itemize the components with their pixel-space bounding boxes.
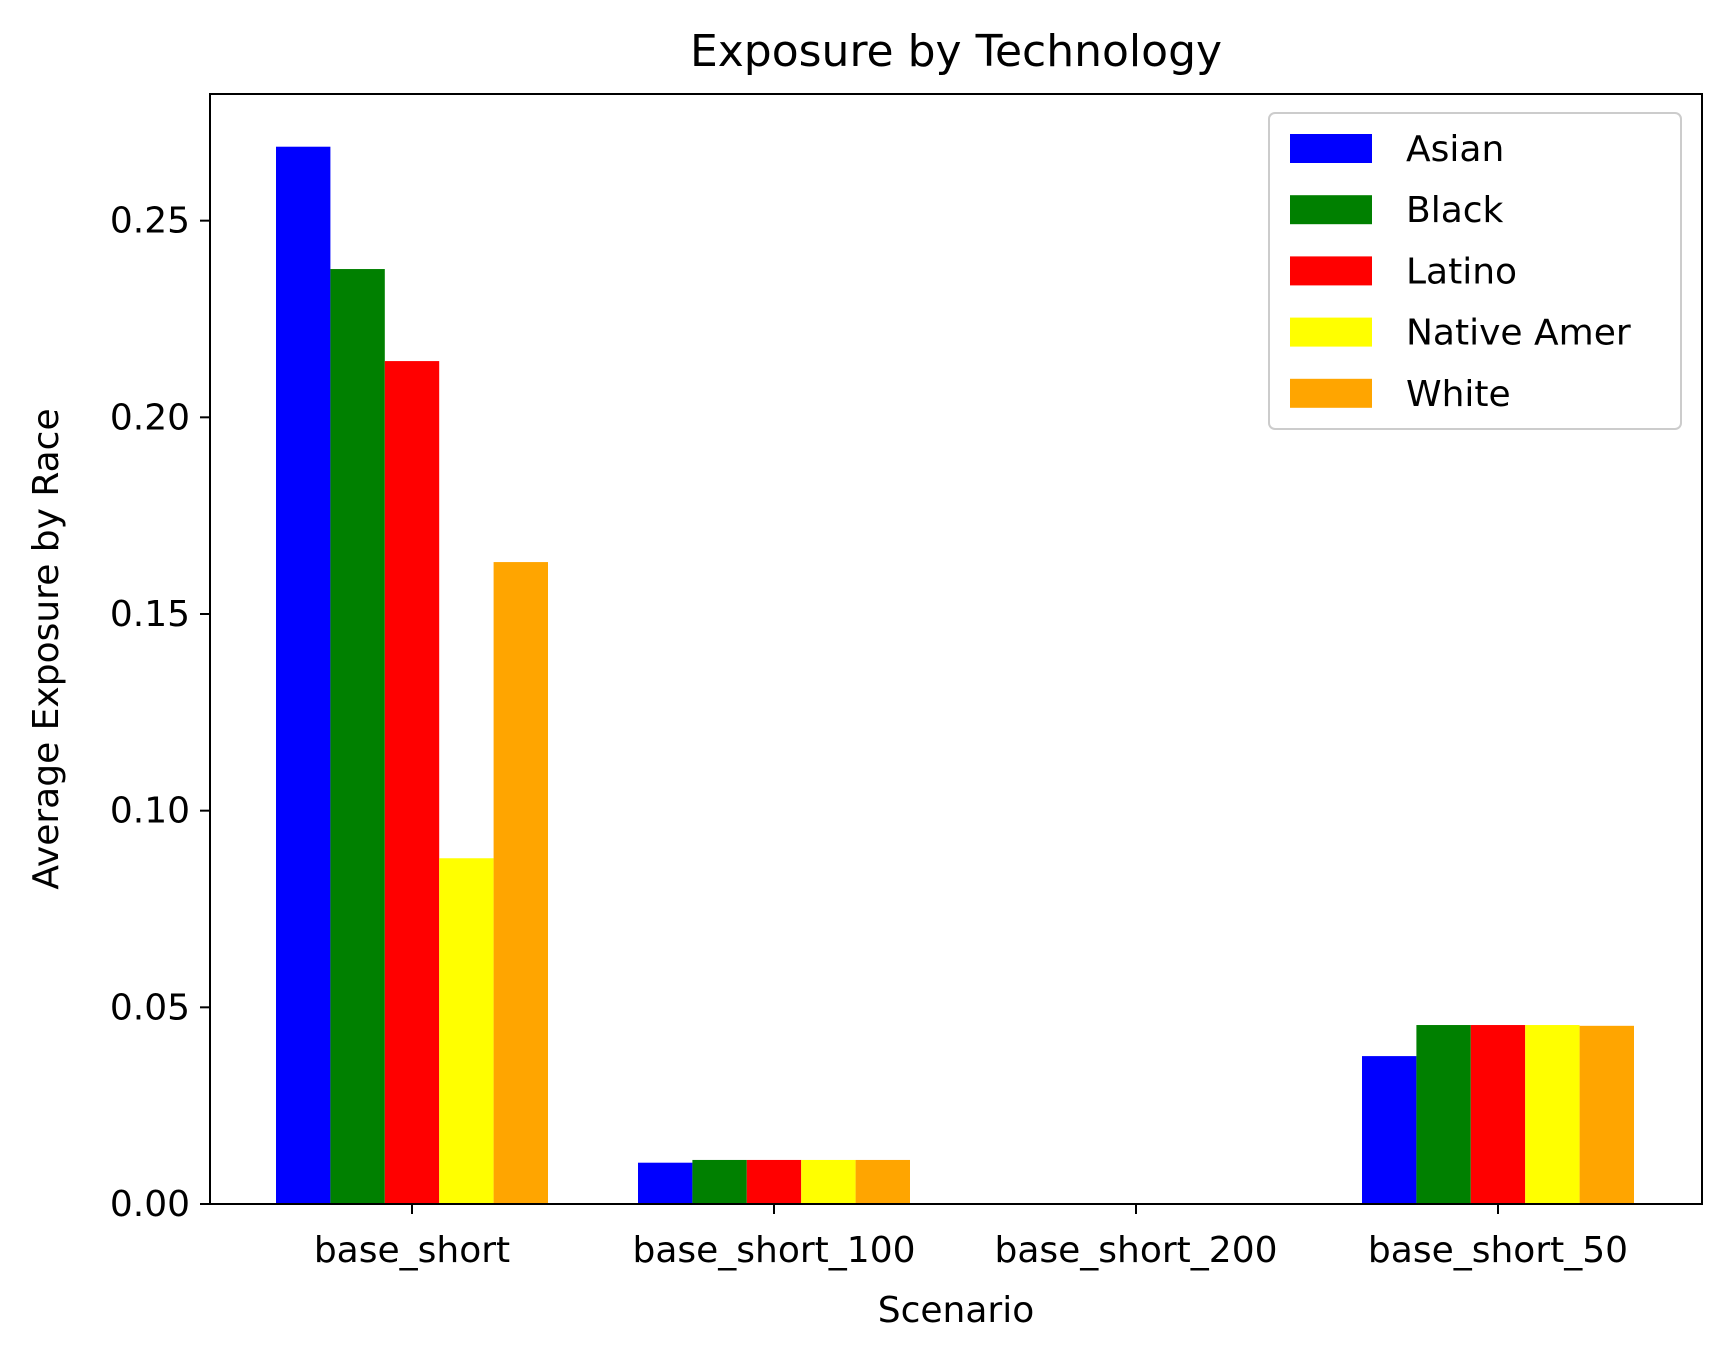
chart-title: Exposure by Technology [690, 26, 1222, 77]
legend-swatch-native-amer [1290, 317, 1372, 347]
bar-white-base_short [493, 562, 548, 1204]
legend-label: White [1406, 374, 1511, 415]
x-tick-label: base_short_50 [1368, 1230, 1628, 1271]
bar-asian-base_short_50 [1362, 1056, 1417, 1204]
legend-swatch-latino [1290, 256, 1372, 286]
x-axis-label: Scenario [878, 1290, 1035, 1331]
y-axis-label: Average Exposure by Race [26, 408, 67, 889]
bar-black-base_short [330, 269, 385, 1204]
bar-native-amer-base_short_100 [801, 1159, 856, 1204]
legend-label: Native Amer [1406, 313, 1631, 354]
bar-black-base_short_50 [1416, 1025, 1471, 1204]
legend-label: Latino [1406, 251, 1517, 292]
bar-asian-base_short [276, 146, 331, 1205]
legend-label: Asian [1406, 129, 1504, 170]
bars-group [276, 146, 1634, 1205]
y-tick-label: 0.20 [110, 397, 190, 438]
bar-asian-base_short_100 [638, 1162, 693, 1204]
x-tick-label: base_short_100 [632, 1230, 915, 1271]
y-tick-label: 0.00 [110, 1184, 190, 1225]
y-tick-label: 0.15 [110, 594, 190, 635]
y-tick-label: 0.25 [110, 201, 190, 242]
bar-latino-base_short_50 [1470, 1025, 1526, 1204]
legend-swatch-white [1290, 378, 1372, 408]
x-axis: base_short base_short_100 base_short_200 ba… [314, 1204, 1628, 1271]
y-axis: 0.00 0.05 0.10 0.15 0.20 0.25 [110, 201, 210, 1225]
bar-black-base_short_100 [692, 1159, 747, 1204]
y-tick-label: 0.10 [110, 791, 190, 832]
bar-white-base_short_50 [1579, 1025, 1634, 1204]
legend-label: Black [1406, 190, 1504, 231]
legend-swatch-black [1290, 195, 1372, 225]
plot-frame [209, 93, 1703, 1205]
legend: Asian Black Latino Native Amer White [1268, 112, 1682, 430]
y-tick-label: 0.05 [110, 987, 190, 1028]
x-tick-label: base_short [314, 1230, 510, 1271]
legend-box [1268, 112, 1682, 430]
bar-latino-base_short_100 [746, 1159, 802, 1204]
legend-swatch-asian [1290, 134, 1372, 163]
bar-white-base_short_100 [855, 1159, 910, 1204]
bar-native-amer-base_short_50 [1525, 1025, 1580, 1204]
bar-native-amer-base_short [439, 858, 494, 1204]
bar-latino-base_short [384, 361, 440, 1205]
x-tick-label: base_short_200 [994, 1230, 1277, 1271]
